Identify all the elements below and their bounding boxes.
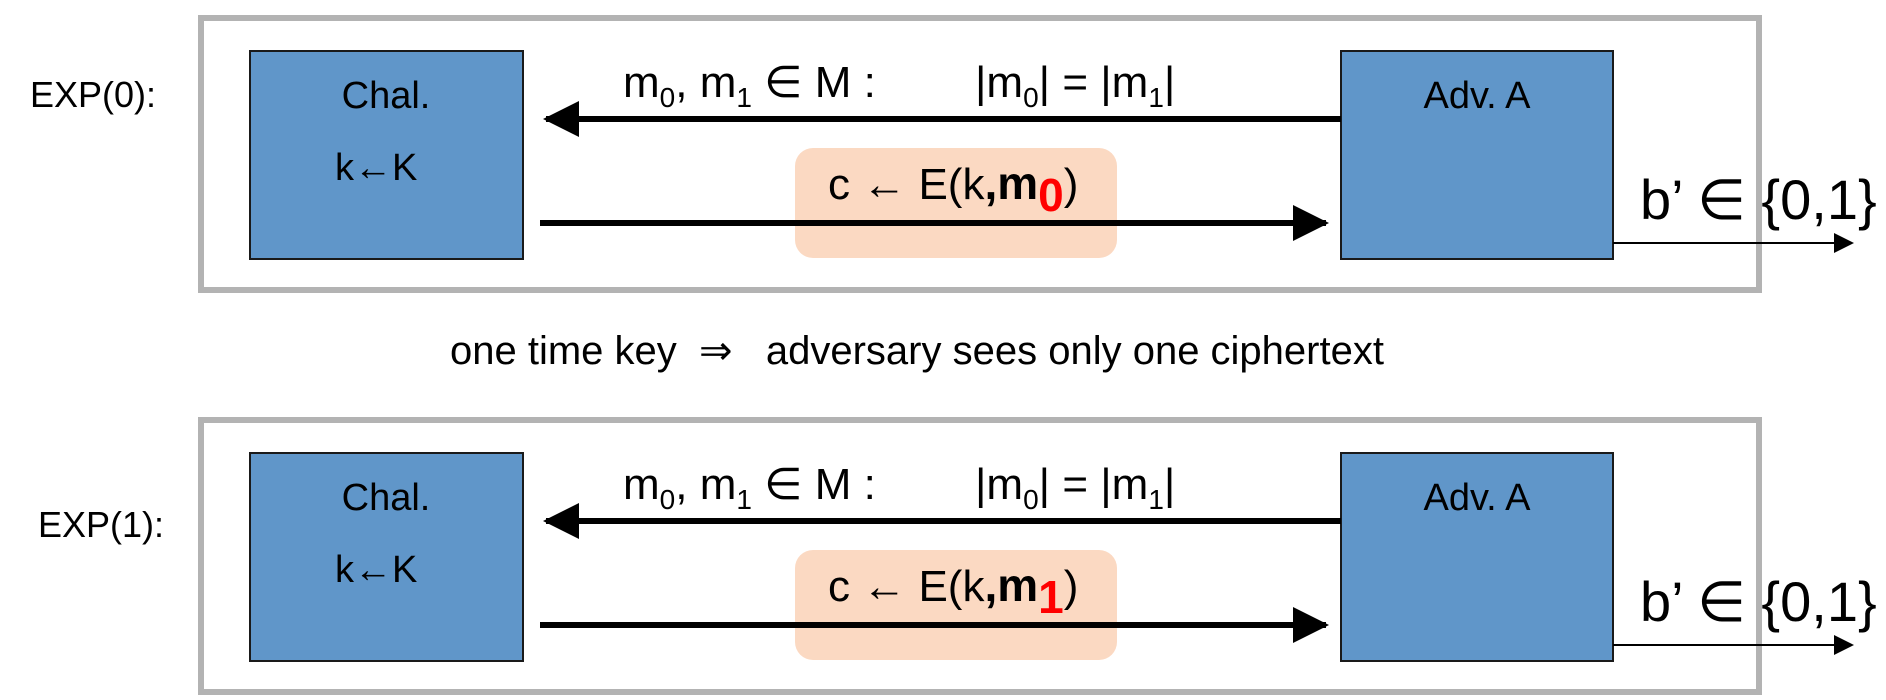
challenger-box: [249, 50, 524, 260]
ciphertext-label: c ← E(k,m0): [828, 157, 1078, 221]
subscript-1: 1: [736, 82, 752, 113]
subscript-0: 0: [1023, 82, 1039, 113]
challenger-key-line: k←K: [335, 549, 417, 591]
challenger-key-line: k←K: [335, 147, 417, 189]
cipher-comma: ,: [984, 559, 997, 611]
cipher-message: m: [997, 559, 1038, 611]
ciphertext-highlight: [795, 550, 1117, 660]
subscript-0: 0: [660, 484, 676, 515]
subscript-1: 1: [1148, 484, 1164, 515]
membership: ∈ M :: [752, 460, 876, 509]
length-open: |m: [975, 58, 1023, 107]
adversary-title: Adv. A: [1423, 75, 1531, 117]
experiment-0: EXP(0): Chal. k←K Adv. A m0, m1 ∈ M : |m…: [30, 15, 1877, 293]
length-mid: | = |m: [1039, 58, 1149, 107]
adversary-title: Adv. A: [1423, 477, 1531, 519]
m-symbol: m: [623, 58, 660, 107]
cipher-bit: 1: [1038, 571, 1064, 623]
subscript-0: 0: [1023, 484, 1039, 515]
experiment-label: EXP(0):: [30, 74, 156, 115]
message-pair-label: m0, m1 ∈ M :: [623, 58, 876, 113]
cipher-prefix: c ← E(k: [828, 562, 985, 611]
separator: ,: [675, 58, 699, 107]
output-label: b’ ∈ {0,1}: [1640, 570, 1877, 633]
challenger-title: Chal.: [342, 477, 431, 519]
experiment-frame: [198, 15, 1762, 293]
experiment-frame: [198, 417, 1762, 695]
length-close: |: [1164, 460, 1175, 509]
length-equality-label: |m0| = |m1|: [975, 58, 1175, 113]
m-symbol: m: [700, 460, 737, 509]
experiment-1: EXP(1): Chal. k←K Adv. A m0, m1 ∈ M : |m…: [38, 417, 1877, 695]
membership: ∈ M :: [752, 58, 876, 107]
cipher-message: m: [997, 157, 1038, 209]
challenger-title: Chal.: [342, 75, 431, 117]
cipher-comma: ,: [984, 157, 997, 209]
m-symbol: m: [623, 460, 660, 509]
cipher-close: ): [1064, 562, 1079, 611]
separator: ,: [675, 460, 699, 509]
one-time-key-caption: one time key ⇒ adversary sees only one c…: [450, 329, 1384, 373]
cipher-close: ): [1064, 160, 1079, 209]
subscript-1: 1: [736, 484, 752, 515]
output-label: b’ ∈ {0,1}: [1640, 168, 1877, 231]
length-mid: | = |m: [1039, 460, 1149, 509]
message-pair-label: m0, m1 ∈ M :: [623, 460, 876, 515]
subscript-0: 0: [660, 82, 676, 113]
adversary-box: [1340, 50, 1614, 260]
challenger-box: [249, 452, 524, 662]
length-equality-label: |m0| = |m1|: [975, 460, 1175, 515]
experiment-label: EXP(1):: [38, 504, 164, 545]
cipher-prefix: c ← E(k: [828, 160, 985, 209]
subscript-1: 1: [1148, 82, 1164, 113]
m-symbol: m: [700, 58, 737, 107]
length-open: |m: [975, 460, 1023, 509]
length-close: |: [1164, 58, 1175, 107]
cipher-bit: 0: [1038, 169, 1064, 221]
adversary-box: [1340, 452, 1614, 662]
ciphertext-label: c ← E(k,m1): [828, 559, 1078, 623]
ciphertext-highlight: [795, 148, 1117, 258]
